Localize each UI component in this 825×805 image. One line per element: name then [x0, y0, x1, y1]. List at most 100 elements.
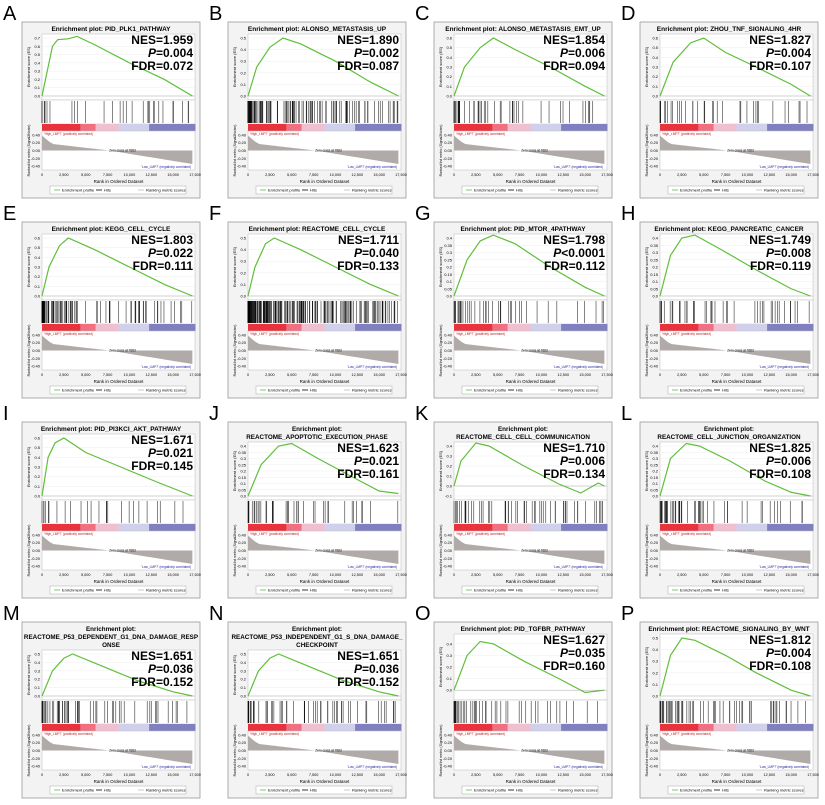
ranking-color-bar-segment — [667, 724, 672, 731]
rank-tick-label: 0.00 — [650, 148, 659, 153]
zero-cross-label: Zero cross at 7683 — [109, 349, 136, 353]
y-tick-label: 0.0 — [34, 494, 40, 499]
ranking-color-bar-segment — [393, 724, 398, 731]
ranking-color-bar-segment — [797, 524, 803, 531]
x-tick-label: 12,500 — [763, 173, 775, 177]
ranking-color-bar-segment — [584, 324, 589, 331]
ranking-color-bar-segment — [702, 724, 707, 731]
ranking-color-bar-segment — [84, 324, 89, 331]
x-axis-label: Rank in Ordered Dataset — [712, 379, 763, 384]
ranking-color-bar-segment — [95, 524, 100, 531]
ranking-color-bar-segment — [797, 324, 803, 331]
rank-tick-label: -0.20 — [649, 156, 659, 161]
panel-letter: J — [209, 403, 219, 425]
ranking-color-bar-segment — [705, 324, 711, 331]
x-axis-label: Rank in Ordered Dataset — [300, 579, 351, 584]
rank-tick-label: -0.40 — [443, 764, 453, 769]
ranking-color-bar-segment — [118, 324, 123, 331]
rank-tick-label: -0.40 — [443, 564, 453, 569]
x-tick-label: 12,500 — [145, 773, 157, 777]
ranking-color-bar-segment — [293, 324, 299, 331]
ranking-color-bar-segment — [49, 324, 54, 331]
legend-label: Enrichment profile — [474, 788, 507, 793]
ranking-color-bar-segment — [717, 724, 722, 731]
ranking-color-bar-segment — [454, 524, 459, 531]
rank-axis-label: Ranked list metric (Signal2Noise) — [439, 125, 443, 177]
panel-i: I Enrichment plot: PID_PI3KCI_AKT_PATHWAY… — [0, 400, 206, 600]
ranking-color-bar-segment — [141, 324, 146, 331]
x-tick-label: 10,000 — [124, 173, 136, 177]
y-tick-label: 0.35 — [238, 450, 247, 455]
y-tick-label: 0.05 — [444, 286, 453, 291]
rank-tick-label: -0.40 — [649, 764, 659, 769]
ranking-color-bar-segment — [580, 124, 585, 131]
ranking-color-bar-segment — [484, 324, 489, 331]
rank-tick-label: -0.20 — [649, 756, 659, 761]
ranking-color-bar-segment — [80, 324, 85, 331]
x-tick-label: 10,000 — [742, 173, 754, 177]
ranking-color-bar-segment — [538, 524, 543, 531]
y-tick-label: 0.1 — [652, 682, 658, 687]
ranking-color-bar-segment — [557, 324, 562, 331]
ranking-color-bar-segment — [522, 324, 528, 331]
ranking-color-bar-segment — [499, 724, 505, 731]
ranking-color-bar-segment — [732, 524, 737, 531]
x-tick-label: 10,000 — [742, 373, 754, 377]
ranking-color-bar-segment — [675, 324, 680, 331]
ranking-color-bar-segment — [465, 324, 470, 331]
ranking-color-bar-segment — [313, 524, 318, 531]
ranking-color-bar-segment — [663, 124, 669, 131]
ranking-color-bar-segment — [313, 324, 318, 331]
ranking-metric-area — [248, 535, 399, 565]
x-axis-label: Rank in Ordered Dataset — [94, 179, 145, 184]
legend-box — [49, 385, 187, 395]
nes-value: NES=1.890 — [337, 33, 399, 47]
enrichment-profile-line — [659, 637, 811, 697]
ranking-color-bar-segment — [259, 324, 264, 331]
ranking-color-bar-segment — [732, 124, 737, 131]
ranking-color-bar-segment — [751, 124, 757, 131]
ranking-color-bar-segment — [694, 724, 699, 731]
ranking-color-bar-segment — [278, 524, 283, 531]
ranking-color-bar-segment — [76, 524, 81, 531]
ranking-color-bar-segment — [378, 324, 383, 331]
ranking-color-bar-segment — [671, 724, 676, 731]
zero-cross-label: Zero cross at 7683 — [727, 349, 754, 353]
x-tick-label: 5,000 — [287, 173, 297, 177]
legend-box — [461, 185, 599, 195]
ranking-color-bar-segment — [133, 524, 139, 531]
high-label: 'High_LMP7' (positively correlated) — [662, 332, 711, 336]
ranking-color-bar-segment — [61, 724, 66, 731]
ranking-color-bar-segment — [42, 324, 47, 331]
ranking-color-bar-segment — [107, 524, 112, 531]
rank-axis-label: Ranked list metric (Signal2Noise) — [233, 125, 237, 177]
legend-box — [667, 185, 805, 195]
ranking-color-bar-segment — [809, 524, 814, 531]
ranking-color-bar-segment — [381, 124, 387, 131]
ranking-color-bar-segment — [282, 524, 287, 531]
ranking-color-bar-segment — [290, 124, 295, 131]
x-tick-label: 0 — [659, 173, 661, 177]
ranking-color-bar-segment — [530, 324, 535, 331]
rank-tick-label: 0.20 — [650, 540, 659, 545]
gsea-plot: E Enrichment plot: KEGG_CELL_CYCLE 0.0 0.1 0… — [3, 203, 201, 399]
ranking-color-bar-segment — [76, 124, 81, 131]
enrichment-profile-line — [41, 35, 193, 97]
rank-tick-label: 0.20 — [444, 140, 453, 145]
ranking-color-bar-segment — [767, 524, 772, 531]
y-tick-label: 0.0 — [446, 688, 452, 693]
ranking-color-bar-segment — [42, 124, 47, 131]
hits-area — [659, 99, 814, 125]
rank-axis-label: Ranked list metric (Signal2Noise) — [233, 725, 237, 777]
hits-area — [453, 99, 608, 125]
y-tick-label: 0.2 — [652, 469, 658, 474]
ranking-color-bar-segment — [488, 124, 493, 131]
x-tick-label: 17,500 — [601, 573, 613, 577]
x-tick-label: 17,500 — [395, 173, 407, 177]
ranking-color-bar-segment — [133, 324, 139, 331]
ranking-color-bar-segment — [183, 324, 188, 331]
panel-letter: B — [209, 3, 222, 25]
ranking-color-bar-segment — [576, 124, 581, 131]
y-tick-label: 0.1 — [652, 84, 658, 89]
low-label: 'Low_LMP7' (negatively correlated) — [553, 365, 603, 369]
